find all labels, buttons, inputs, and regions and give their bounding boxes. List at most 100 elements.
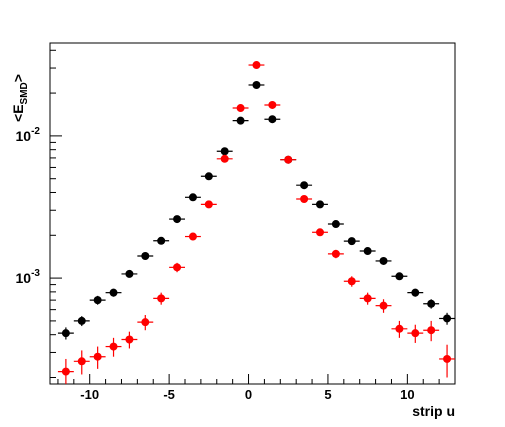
- marker: [379, 256, 388, 265]
- marker: [284, 155, 293, 164]
- data-point: [343, 276, 360, 287]
- y-axis-label-close: >: [10, 74, 26, 82]
- data-point: [407, 324, 424, 343]
- data-point: [216, 147, 233, 156]
- marker: [252, 80, 261, 89]
- data-point: [264, 115, 281, 124]
- marker: [395, 324, 404, 333]
- data-point: [423, 320, 440, 342]
- marker: [300, 181, 309, 190]
- marker: [157, 236, 166, 245]
- marker: [93, 296, 102, 305]
- data-point: [232, 104, 249, 113]
- marker: [109, 288, 118, 297]
- marker: [427, 299, 436, 308]
- marker: [316, 200, 324, 209]
- data-point: [73, 350, 90, 375]
- x-axis-ticks: -10 -5 0 5 10: [57, 374, 456, 402]
- data-point: [439, 344, 455, 378]
- data-point: [312, 200, 328, 209]
- marker: [220, 154, 229, 163]
- data-point: [73, 316, 90, 327]
- data-point: [264, 100, 281, 109]
- data-point: [391, 320, 408, 338]
- y-axis-label-subscript: SMD: [19, 82, 30, 104]
- data-point: [200, 200, 217, 209]
- data-point: [391, 272, 408, 281]
- marker: [141, 252, 150, 261]
- marker: [204, 200, 213, 209]
- marker: [125, 335, 134, 344]
- y-tick-label: 10-2: [16, 126, 41, 144]
- data-point: [296, 194, 313, 203]
- marker: [316, 228, 324, 237]
- data-point: [280, 155, 297, 164]
- data-point: [359, 247, 376, 256]
- marker: [61, 367, 70, 376]
- marker: [395, 272, 404, 281]
- data-point: [375, 299, 392, 313]
- data-point: [439, 312, 455, 325]
- data-point: [57, 358, 74, 384]
- y-axis-ticks: 10-2 10-3: [16, 49, 62, 378]
- data-point: [248, 80, 265, 89]
- data-point: [153, 236, 170, 245]
- x-tick-label: -5: [163, 387, 175, 402]
- data-point: [407, 288, 424, 297]
- y-axis-label: <ESMD>: [10, 74, 30, 122]
- marker: [331, 249, 340, 258]
- y-axis-label-main: <E: [10, 104, 26, 122]
- marker: [443, 354, 452, 363]
- data-point: [121, 269, 138, 278]
- marker: [236, 116, 245, 125]
- data-point: [423, 299, 440, 309]
- marker: [331, 220, 340, 229]
- data-point: [121, 331, 138, 349]
- data-point: [137, 252, 154, 261]
- data-point: [57, 327, 74, 340]
- series-1: [57, 80, 455, 340]
- y-tick-label: 10-3: [16, 268, 41, 286]
- data-point: [327, 249, 344, 259]
- marker: [427, 326, 436, 335]
- series-layer: [57, 61, 455, 384]
- data-point: [296, 181, 313, 190]
- plot-frame: [49, 42, 456, 385]
- data-point: [169, 215, 185, 224]
- marker: [77, 357, 86, 366]
- marker: [93, 352, 102, 361]
- marker: [61, 329, 70, 338]
- marker: [109, 342, 118, 351]
- x-tick-label: 10: [400, 387, 414, 402]
- data-point: [312, 228, 328, 237]
- data-point: [153, 292, 170, 305]
- data-point: [375, 256, 392, 265]
- data-point: [359, 292, 376, 305]
- marker: [411, 288, 420, 297]
- marker: [443, 314, 452, 323]
- series-2: [57, 61, 455, 384]
- marker: [379, 301, 388, 310]
- data-point: [216, 154, 233, 163]
- data-point: [89, 346, 106, 369]
- marker: [300, 194, 309, 203]
- data-point: [327, 220, 344, 229]
- marker: [141, 318, 150, 327]
- marker: [173, 263, 182, 272]
- marker: [236, 104, 245, 113]
- marker: [204, 172, 213, 181]
- x-tick-label: 0: [245, 387, 252, 402]
- data-point: [137, 315, 154, 331]
- marker: [252, 61, 261, 70]
- marker: [363, 294, 372, 303]
- data-point: [89, 295, 106, 305]
- data-point: [200, 172, 217, 181]
- data-point: [105, 288, 122, 297]
- data-point: [185, 193, 201, 202]
- data-point: [248, 61, 265, 70]
- marker: [363, 247, 372, 256]
- data-point: [185, 232, 201, 241]
- x-tick-label: 5: [324, 387, 331, 402]
- x-tick-label: -10: [80, 387, 99, 402]
